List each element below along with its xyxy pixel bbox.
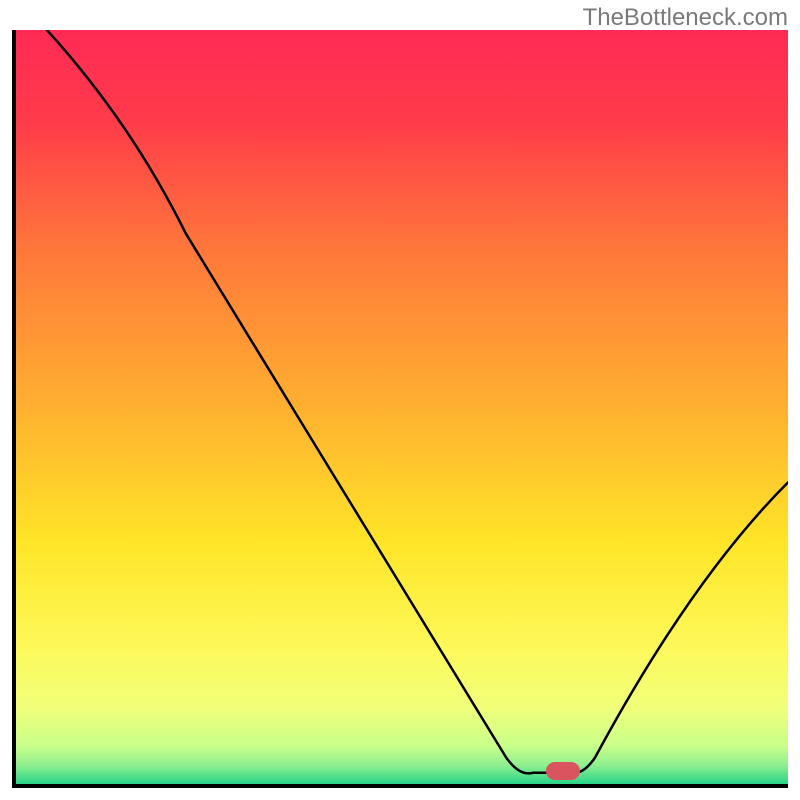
optimal-point-marker: [546, 762, 580, 780]
bottleneck-curve: [16, 30, 788, 784]
watermark-text: TheBottleneck.com: [583, 4, 788, 32]
chart-frame: [12, 30, 788, 788]
